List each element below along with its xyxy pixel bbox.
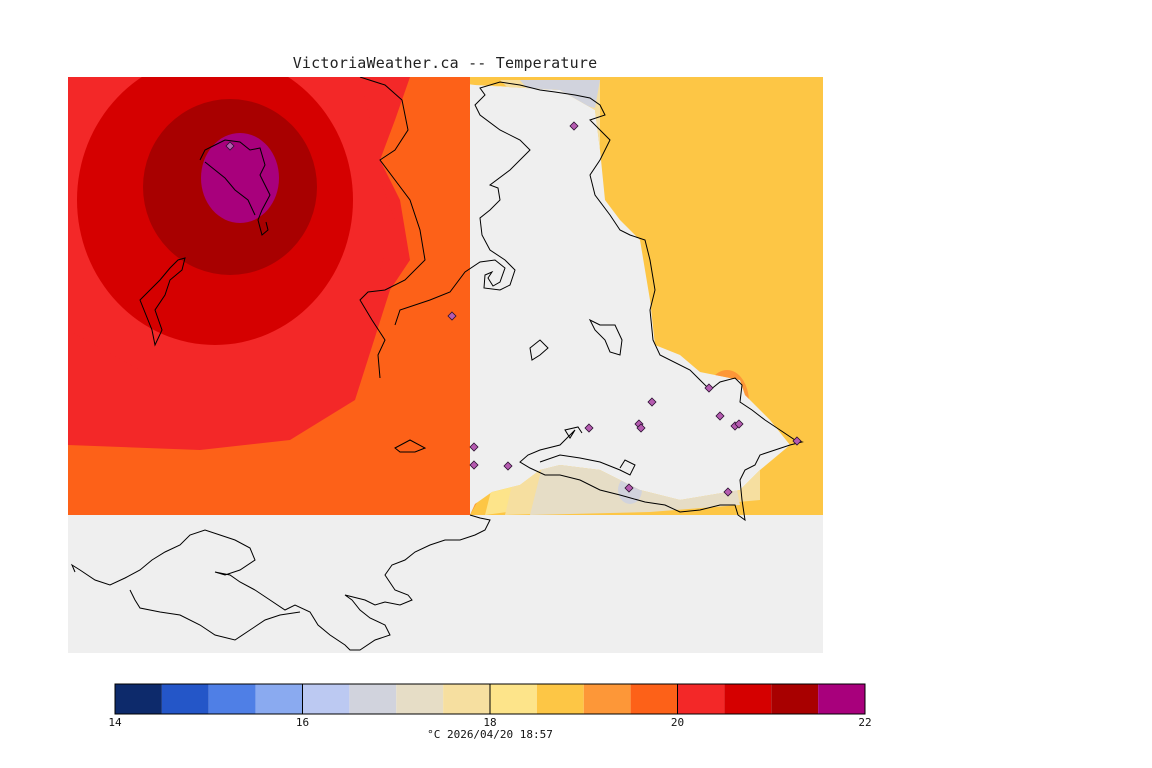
station-marker: [636, 423, 646, 433]
legend-color-cell: [208, 684, 256, 714]
station-marker: [723, 487, 733, 497]
legend-color-cell: [349, 684, 397, 714]
legend-tick-label: 18: [483, 716, 496, 729]
legend-color-cell: [396, 684, 444, 714]
legend-color-cell: [255, 684, 303, 714]
legend-color-cell: [302, 684, 350, 714]
station-marker: [704, 383, 714, 393]
legend-caption: °C 2026/04/20 18:57: [427, 728, 553, 741]
station-marker: [469, 460, 479, 470]
legend-tick-label: 22: [858, 716, 871, 729]
legend-color-cell: [443, 684, 490, 714]
station-marker: [225, 141, 235, 151]
legend-color-cell: [115, 684, 162, 714]
legend-color-cell: [677, 684, 725, 714]
legend-color-cell: [583, 684, 631, 714]
station-marker: [584, 423, 594, 433]
station-marker: [503, 461, 513, 471]
legend-color-cell: [490, 684, 537, 714]
station-marker: [447, 311, 457, 321]
legend-color-cell: [630, 684, 678, 714]
station-markers: [225, 121, 802, 497]
legend-tick-label: 16: [296, 716, 309, 729]
legend-color-cell: [161, 684, 209, 714]
legend-color-cell: [536, 684, 584, 714]
legend-color-cell: [771, 684, 819, 714]
station-marker: [624, 483, 634, 493]
color-legend-ticks: 14 16 18 20 22: [108, 684, 872, 729]
station-marker: [569, 121, 579, 131]
chart-title: VictoriaWeather.ca -- Temperature: [292, 54, 598, 72]
station-marker: [715, 411, 725, 421]
station-marker: [469, 442, 479, 452]
station-marker: [647, 397, 657, 407]
color-legend-cells: [114, 683, 866, 715]
legend-tick-label: 20: [671, 716, 684, 729]
legend-color-cell: [818, 684, 865, 714]
coastlines: [70, 77, 804, 651]
station-marker: [792, 436, 802, 446]
legend-tick-label: 14: [108, 716, 122, 729]
station-marker: [734, 419, 744, 429]
legend-color-cell: [724, 684, 772, 714]
